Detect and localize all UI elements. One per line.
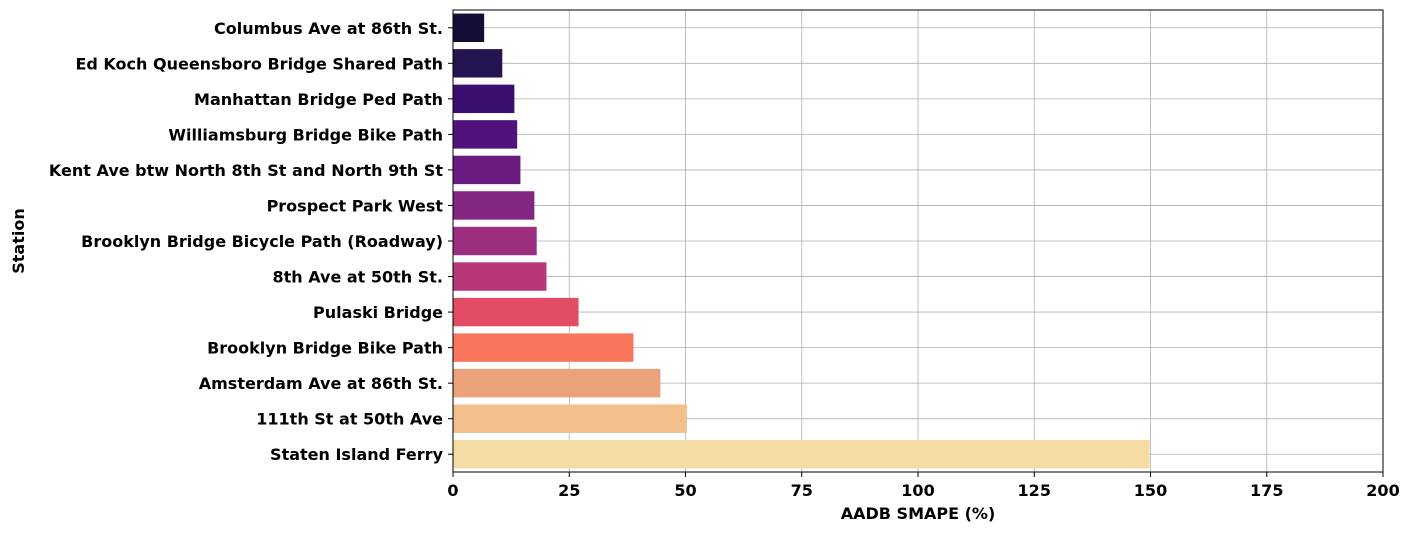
bar xyxy=(453,404,687,433)
y-tick-label: Staten Island Ferry xyxy=(270,445,444,464)
bar xyxy=(453,120,518,149)
x-tick-label: 50 xyxy=(674,481,696,500)
x-tick-label: 200 xyxy=(1366,481,1399,500)
x-tick-label: 175 xyxy=(1250,481,1283,500)
y-axis-title: Station xyxy=(9,208,28,273)
grid-lines xyxy=(452,10,1384,472)
y-tick-label: Brooklyn Bridge Bicycle Path (Roadway) xyxy=(81,232,443,251)
y-tick-label: Brooklyn Bridge Bike Path xyxy=(207,339,443,358)
x-tick-label: 125 xyxy=(1018,481,1051,500)
bar xyxy=(453,226,537,256)
y-tick-label: 111th St at 50th Ave xyxy=(256,410,443,429)
bar xyxy=(453,297,579,327)
x-axis-ticks: 0 25 50 75 100 125 150 175 200 xyxy=(447,472,1400,500)
y-tick-label: Pulaski Bridge xyxy=(313,303,443,322)
y-axis-ticks: Columbus Ave at 86th St. Ed Koch Queensbo… xyxy=(49,19,453,464)
bar xyxy=(453,191,535,220)
bar xyxy=(453,155,521,185)
y-tick-label: Kent Ave btw North 8th St and North 9th … xyxy=(49,161,443,180)
y-tick-label: Prospect Park West xyxy=(267,196,444,215)
y-tick-label: Columbus Ave at 86th St. xyxy=(214,19,443,38)
bar xyxy=(453,262,547,291)
bar xyxy=(453,13,485,42)
y-tick-label: 8th Ave at 50th St. xyxy=(272,268,443,287)
y-tick-label: Williamsburg Bridge Bike Path xyxy=(168,125,443,144)
bar xyxy=(453,440,1150,469)
x-axis-title: AADB SMAPE (%) xyxy=(841,504,996,523)
x-tick-label: 0 xyxy=(447,481,458,500)
x-tick-label: 100 xyxy=(901,481,934,500)
x-tick-label: 25 xyxy=(558,481,580,500)
bar xyxy=(453,333,634,362)
bar xyxy=(453,368,661,398)
y-tick-label: Amsterdam Ave at 86th St. xyxy=(199,374,443,393)
x-tick-label: 150 xyxy=(1134,481,1167,500)
y-tick-label: Ed Koch Queensboro Bridge Shared Path xyxy=(75,54,443,73)
x-tick-label: 75 xyxy=(791,481,813,500)
y-tick-label: Manhattan Bridge Ped Path xyxy=(194,90,443,109)
bar xyxy=(453,49,503,78)
bars xyxy=(453,13,1150,469)
bar xyxy=(453,84,515,114)
